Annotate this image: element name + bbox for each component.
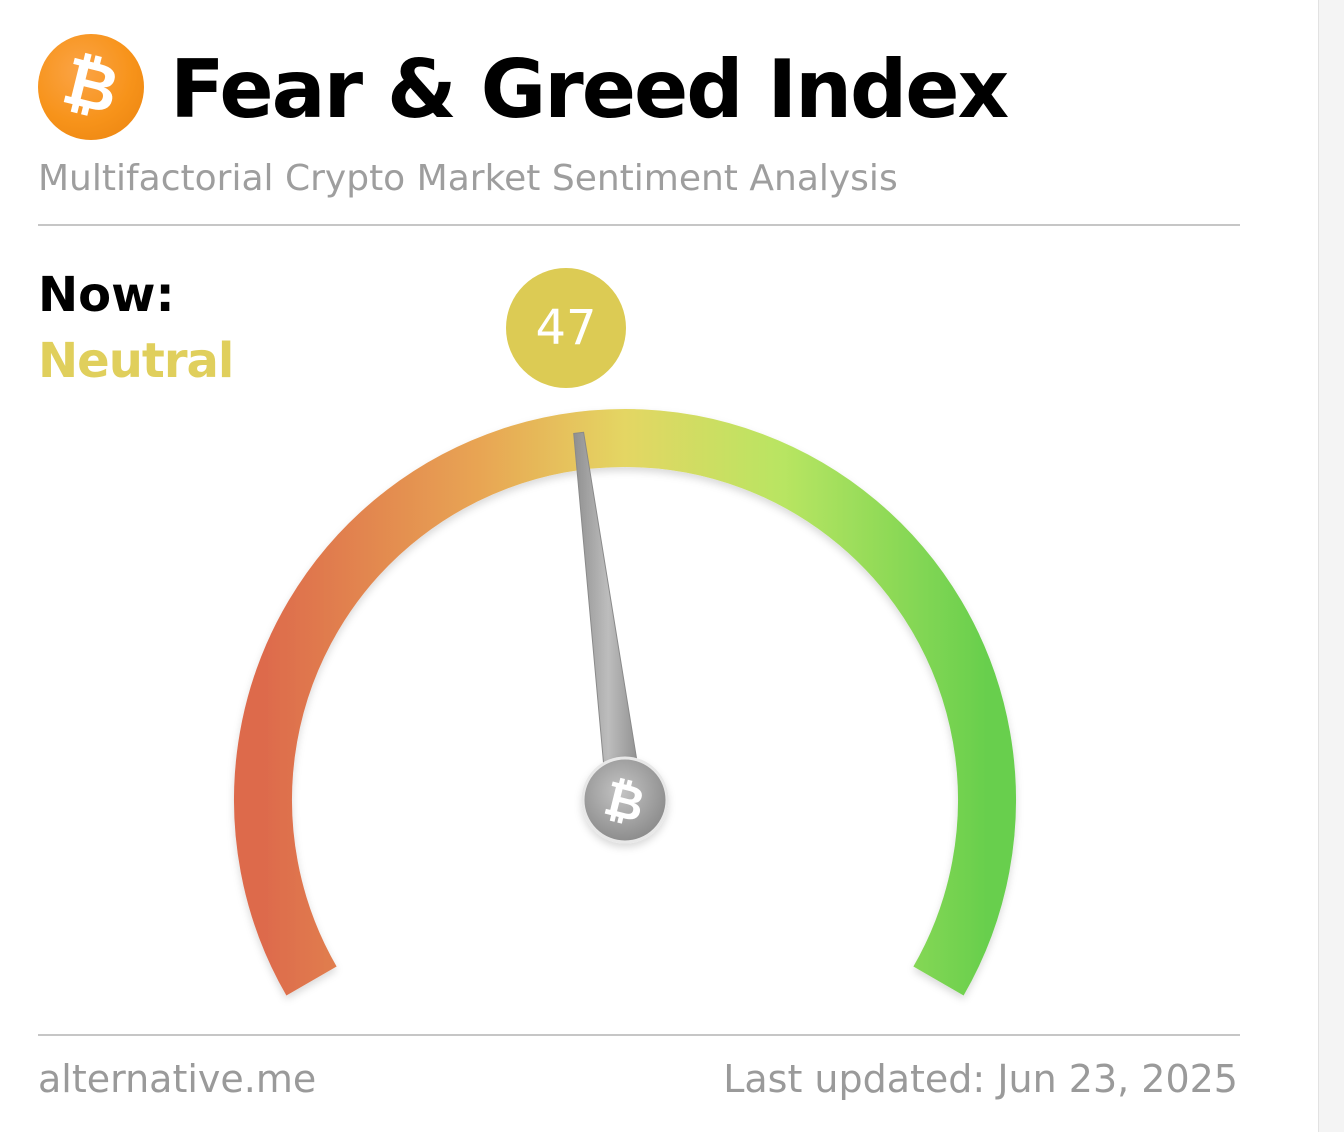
index-value-badge: 47 (506, 268, 626, 388)
gauge-hub (581, 756, 669, 844)
gauge-needle (573, 431, 644, 803)
sentiment-classification: Neutral (38, 333, 234, 389)
bitcoin-logo: ₿ (38, 34, 144, 140)
right-edge-panel (1318, 0, 1344, 1132)
header-divider (38, 224, 1240, 226)
now-label: Now: (38, 267, 175, 323)
source-link[interactable]: alternative.me (38, 1057, 317, 1101)
footer-divider (38, 1034, 1240, 1036)
last-updated: Last updated: Jun 23, 2025 (723, 1057, 1238, 1101)
page-subtitle: Multifactorial Crypto Market Sentiment A… (38, 158, 898, 199)
gauge-arc (234, 409, 1016, 996)
header: ₿ Fear & Greed Index (38, 34, 1240, 144)
page-title: Fear & Greed Index (170, 43, 1009, 136)
